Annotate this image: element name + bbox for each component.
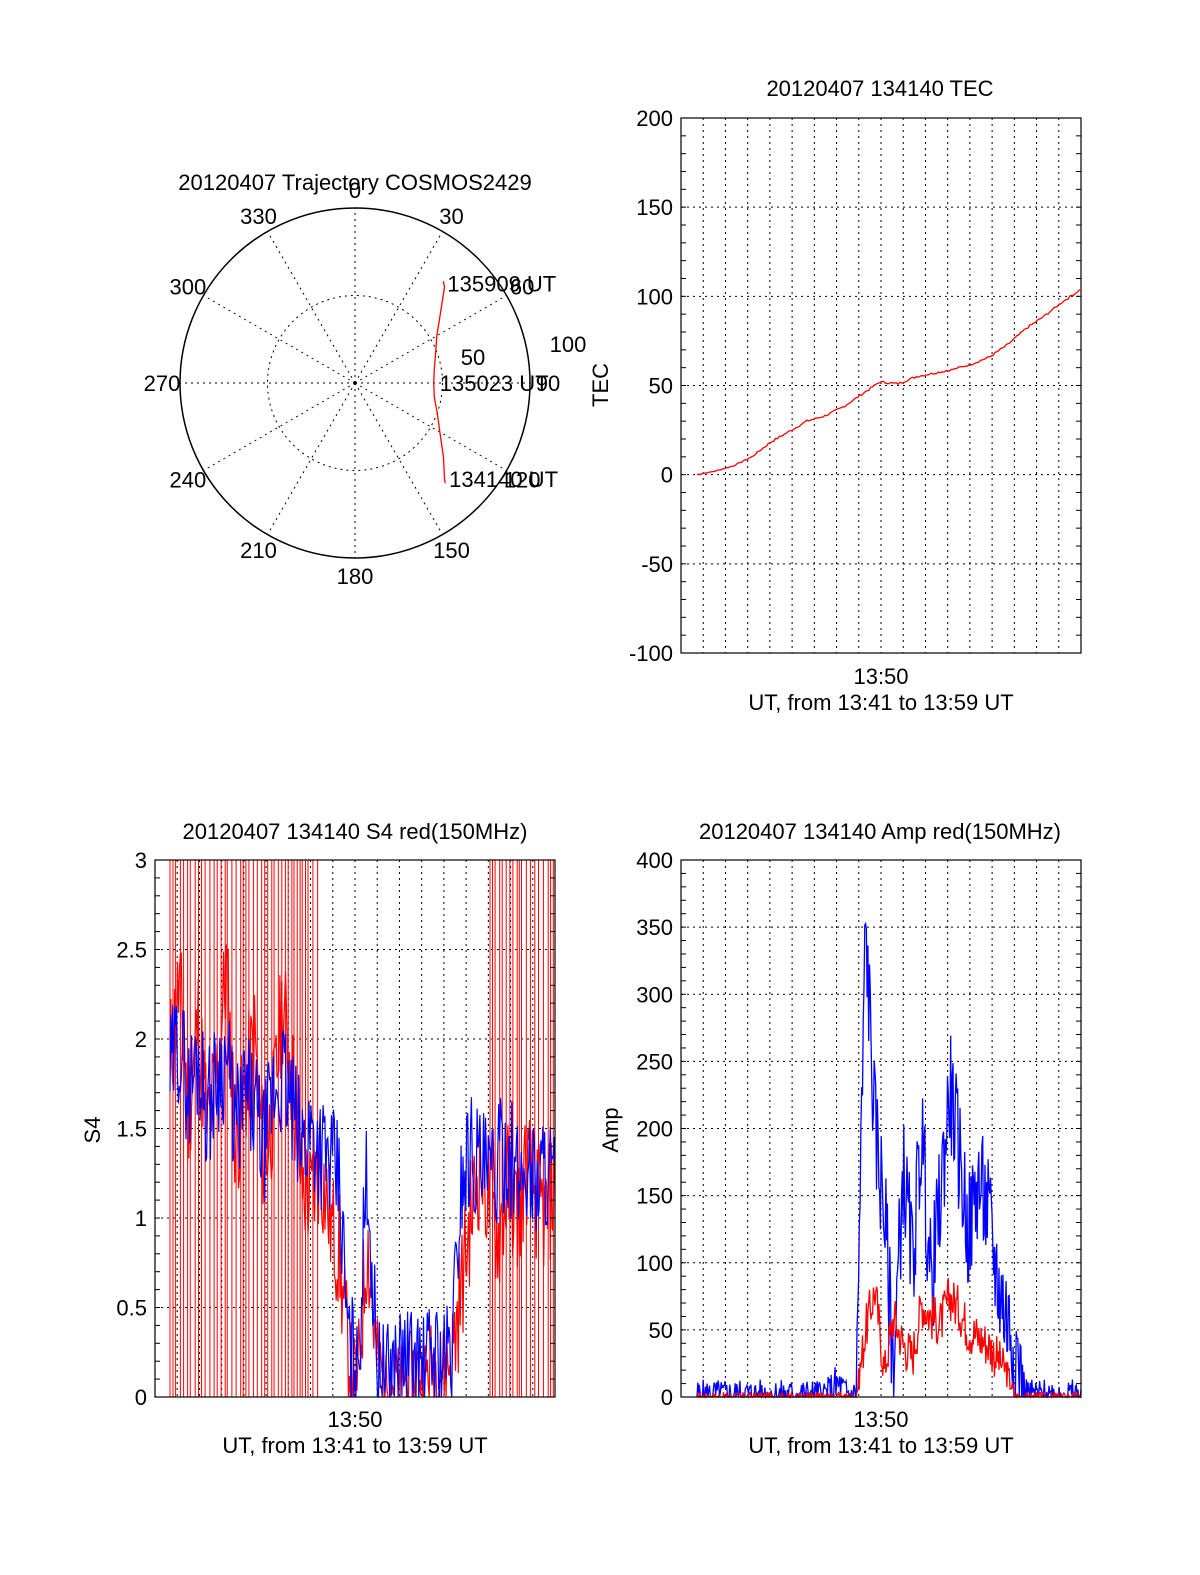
ytick-label: 1 <box>135 1206 147 1231</box>
polar-angle-label: 180 <box>337 564 374 589</box>
polar-annotations: 135909 UT 135023 UT 134140 UT <box>440 271 558 492</box>
amp-title: 20120407 134140 Amp red(150MHz) <box>699 819 1061 844</box>
tec-chart: 20120407 134140 TEC -100-50050100150200 … <box>588 76 1082 715</box>
ytick-label: 0.5 <box>116 1296 147 1321</box>
ytick-label: 50 <box>649 374 673 399</box>
ytick-label: 150 <box>636 195 673 220</box>
polar-angle-label: 300 <box>169 275 206 300</box>
tec-minor-ticks <box>681 117 1081 654</box>
polar-spoke-150 <box>354 382 443 535</box>
trajectory-line <box>433 281 446 484</box>
s4-xtick-label: 13:50 <box>327 1407 382 1432</box>
s4-series-blue <box>169 1004 556 1398</box>
polar-angle-label: 120 <box>504 468 541 493</box>
ytick-label: 50 <box>649 1318 673 1343</box>
polar-radial-label-100: 100 <box>550 332 587 357</box>
polar-angle-label: 30 <box>439 204 463 229</box>
ytick-label: -50 <box>641 552 673 577</box>
polar-spoke-120 <box>354 382 507 471</box>
amp-minor-ticks <box>681 859 1081 1398</box>
polar-chart: 20120407 Trajectory COSMOS2429 0 30 60 90 12… <box>144 170 587 589</box>
polar-angle-label: 330 <box>240 204 277 229</box>
amp-chart: 20120407 134140 Amp red(150MHz) 0 50 100 15… <box>598 819 1082 1458</box>
s4-xlabel: UT, from 13:41 to 13:59 UT <box>222 1433 487 1458</box>
polar-angle-label: 210 <box>240 538 277 563</box>
polar-spoke-60 <box>354 295 507 384</box>
tec-xtick-label: 13:50 <box>853 664 908 689</box>
s4-ytick-labels: 0 0.5 1 1.5 2 2.5 3 <box>116 848 147 1410</box>
polar-annotation: 135909 UT <box>447 271 556 296</box>
polar-angle-label: 60 <box>510 275 534 300</box>
s4-chart: 20120407 134140 S4 red(150MHz) 0 0.5 1 1.5 2… <box>80 819 556 1458</box>
polar-angle-label: 240 <box>169 468 206 493</box>
ytick-label: 250 <box>636 1049 673 1074</box>
polar-annotation: 135023 UT <box>440 371 549 396</box>
polar-title: 20120407 Trajectory COSMOS2429 <box>178 170 531 195</box>
ytick-label: 3 <box>135 848 147 873</box>
s4-minor-ticks <box>155 859 555 1398</box>
tec-grid <box>681 118 1081 653</box>
polar-spoke-240 <box>203 382 356 471</box>
polar-inner-circle <box>267 295 443 471</box>
ytick-label: 350 <box>636 915 673 940</box>
tec-series-red <box>696 289 1082 476</box>
amp-grid <box>681 860 1081 1397</box>
polar-spoke-30 <box>354 231 443 384</box>
polar-spoke-300 <box>203 295 356 384</box>
amp-ylabel: Amp <box>598 1107 623 1152</box>
ytick-label: -100 <box>629 641 673 666</box>
amp-xtick-label: 13:50 <box>853 1407 908 1432</box>
polar-angle-label: 90 <box>536 371 560 396</box>
ytick-label: 2 <box>135 1027 147 1052</box>
polar-annotation: 134140 UT <box>449 467 558 492</box>
tec-ylabel: TEC <box>588 363 613 407</box>
tec-ytick-labels: -100 -50 0 50 100 150 200 <box>629 106 673 666</box>
ytick-label: 100 <box>636 284 673 309</box>
ytick-label: 2.5 <box>116 938 147 963</box>
ytick-label: 0 <box>661 463 673 488</box>
ytick-label: 200 <box>636 1117 673 1142</box>
amp-xlabel: UT, from 13:41 to 13:59 UT <box>748 1433 1013 1458</box>
tec-title: 20120407 134140 TEC <box>766 76 993 101</box>
amp-ytick-labels: 0 50 100 150 200 250 300 350 400 <box>636 848 673 1410</box>
polar-spoke-330 <box>267 231 356 384</box>
tec-xlabel: UT, from 13:41 to 13:59 UT <box>748 690 1013 715</box>
polar-angle-label: 270 <box>144 371 181 396</box>
polar-angle-label: 0 <box>349 178 361 203</box>
ytick-label: 200 <box>636 106 673 131</box>
s4-title: 20120407 134140 S4 red(150MHz) <box>183 819 528 844</box>
polar-angle-label: 150 <box>433 538 470 563</box>
ytick-label: 300 <box>636 982 673 1007</box>
ytick-label: 1.5 <box>116 1117 147 1142</box>
polar-radial-label-50: 50 <box>461 345 485 370</box>
polar-spoke-210 <box>267 382 356 535</box>
ytick-label: 150 <box>636 1184 673 1209</box>
s4-ylabel: S4 <box>80 1117 105 1144</box>
polar-grid <box>179 207 531 559</box>
ytick-label: 100 <box>636 1251 673 1276</box>
ytick-label: 0 <box>135 1385 147 1410</box>
polar-angle-labels: 0 30 60 90 120 150 180 210 240 270 300 330 <box>144 178 561 589</box>
ytick-label: 400 <box>636 848 673 873</box>
ytick-label: 0 <box>661 1385 673 1410</box>
